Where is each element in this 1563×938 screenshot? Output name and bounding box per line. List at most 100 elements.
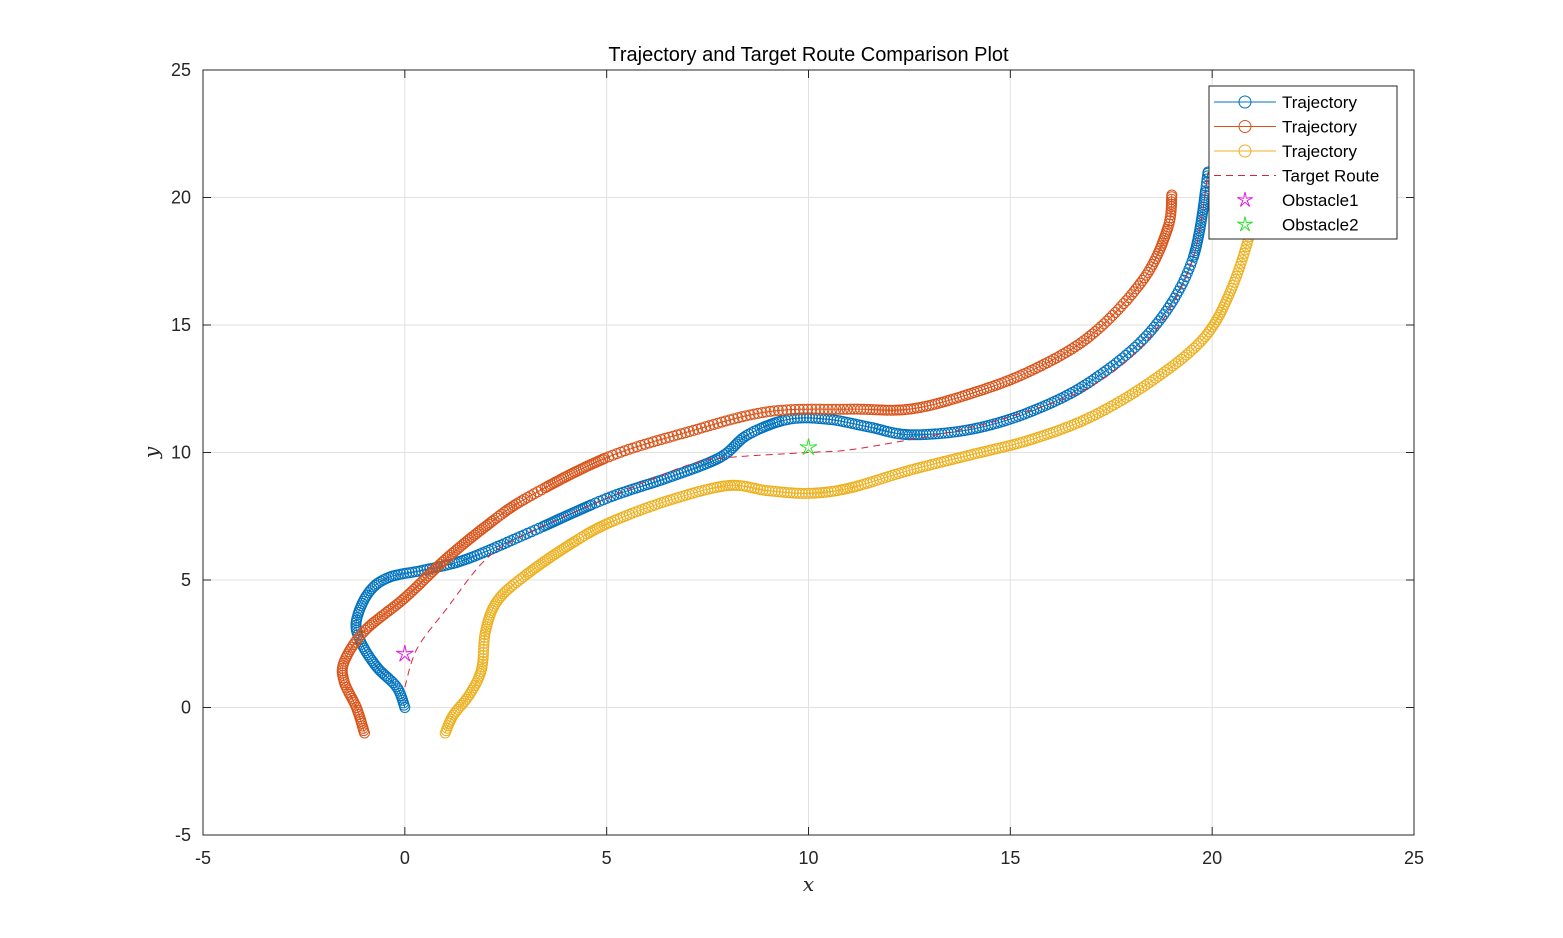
trajectory-marker [1054, 350, 1066, 362]
trajectory-marker [478, 643, 490, 655]
trajectory-marker [1142, 266, 1154, 278]
x-tick-label: 10 [798, 848, 818, 868]
trajectory-marker [736, 411, 748, 423]
trajectory-marker [760, 406, 772, 418]
trajectory-marker [414, 578, 426, 590]
trajectory-marker [389, 679, 401, 691]
y-tick-label: 15 [171, 315, 191, 335]
trajectory-marker [814, 487, 826, 499]
trajectory-marker [811, 487, 823, 499]
trajectory-marker [1138, 380, 1150, 392]
trajectory-marker [917, 429, 929, 441]
trajectory-marker [923, 428, 935, 440]
trajectory-marker [428, 564, 440, 576]
axes: -5 0 5 10 15 20 25 -5 0 5 10 15 20 25 [171, 60, 1424, 868]
trajectory-marker [818, 403, 830, 415]
legend-entry: Trajectory [1214, 93, 1357, 112]
y-axis-label: y [139, 446, 163, 459]
trajectory-marker [882, 404, 894, 416]
trajectory-marker [432, 560, 444, 572]
trajectory-marker [791, 412, 803, 424]
trajectory-marker [418, 574, 430, 586]
trajectory-marker [790, 487, 802, 499]
obstacle-marker [396, 644, 414, 662]
trajectory-marker [1082, 377, 1094, 389]
trajectory-marker [1076, 381, 1088, 393]
trajectory-marker [404, 587, 416, 599]
trajectory-marker [870, 404, 882, 416]
trajectory-marker [675, 428, 687, 440]
y-tick-label: -5 [175, 825, 191, 845]
trajectory-marker [808, 487, 820, 499]
trajectory-marker [763, 485, 775, 497]
trajectory-marker [481, 520, 493, 532]
trajectory-marker [748, 408, 760, 420]
trajectory-marker [410, 582, 422, 594]
trajectory-marker [926, 428, 938, 440]
trajectory-marker [1109, 307, 1121, 318]
trajectory-marker [497, 588, 509, 600]
series-5 [799, 438, 818, 456]
trajectory-marker [518, 493, 530, 505]
trajectory-marker [477, 650, 489, 661]
trajectory-marker [810, 403, 822, 415]
trajectory-marker [1085, 375, 1097, 387]
trajectory-marker [477, 653, 489, 664]
trajectory-marker [855, 403, 867, 415]
trajectory-marker [728, 413, 740, 425]
trajectory-marker [570, 535, 582, 547]
trajectory-marker [406, 585, 418, 597]
trajectory-marker [470, 677, 482, 689]
x-tick-label: 20 [1202, 848, 1222, 868]
trajectory-marker [1186, 255, 1198, 267]
legend-label: Obstacle1 [1282, 191, 1359, 210]
trajectory-marker [398, 593, 410, 605]
trajectory-marker [499, 586, 511, 598]
trajectory-marker [596, 520, 608, 532]
trajectory-marker [911, 429, 923, 441]
trajectory-marker [800, 487, 811, 499]
trajectory-marker [573, 533, 585, 545]
trajectory-marker [1130, 386, 1141, 398]
series-4 [396, 644, 414, 662]
trajectory-marker [1078, 335, 1090, 347]
trajectory-marker [655, 434, 667, 445]
trajectory-marker [350, 619, 362, 631]
trajectory-marker [740, 410, 752, 422]
legend-label: Trajectory [1282, 93, 1357, 112]
trajectory-marker [720, 415, 732, 427]
trajectory-marker [785, 404, 797, 416]
trajectory-marker [1107, 309, 1119, 321]
trajectory-marker [826, 403, 838, 415]
trajectory-marker [692, 423, 703, 435]
trajectory-marker [764, 405, 776, 417]
trajectory-marker [496, 590, 507, 602]
legend-circle-icon [1238, 120, 1252, 133]
trajectory-marker [704, 420, 716, 432]
trajectory-marker [659, 432, 671, 444]
legend-label: Trajectory [1282, 142, 1357, 161]
trajectory-marker [1069, 341, 1081, 353]
trajectory-marker [901, 429, 913, 441]
trajectory-marker [822, 403, 834, 415]
trajectory-marker [806, 487, 817, 499]
trajectory-marker [513, 497, 525, 508]
trajectory-marker [651, 435, 663, 447]
trajectory-marker [683, 426, 695, 437]
legend-star-icon [1237, 216, 1253, 232]
legend-entry: Trajectory [1214, 142, 1357, 161]
trajectory-marker [430, 562, 442, 574]
trajectory-marker [1111, 397, 1123, 409]
trajectory-marker [479, 521, 491, 533]
trajectory-marker [631, 441, 643, 453]
trajectory-marker [1123, 347, 1135, 359]
trajectory-marker [671, 429, 683, 441]
trajectory-marker [731, 479, 743, 491]
trajectory-marker [1104, 312, 1116, 324]
y-tick-label: 5 [181, 570, 191, 590]
trajectory-marker [522, 568, 534, 579]
trajectory-marker [478, 634, 490, 646]
trajectory-marker [798, 403, 809, 415]
trajectory-marker [769, 485, 781, 497]
trajectory-marker [696, 422, 707, 434]
